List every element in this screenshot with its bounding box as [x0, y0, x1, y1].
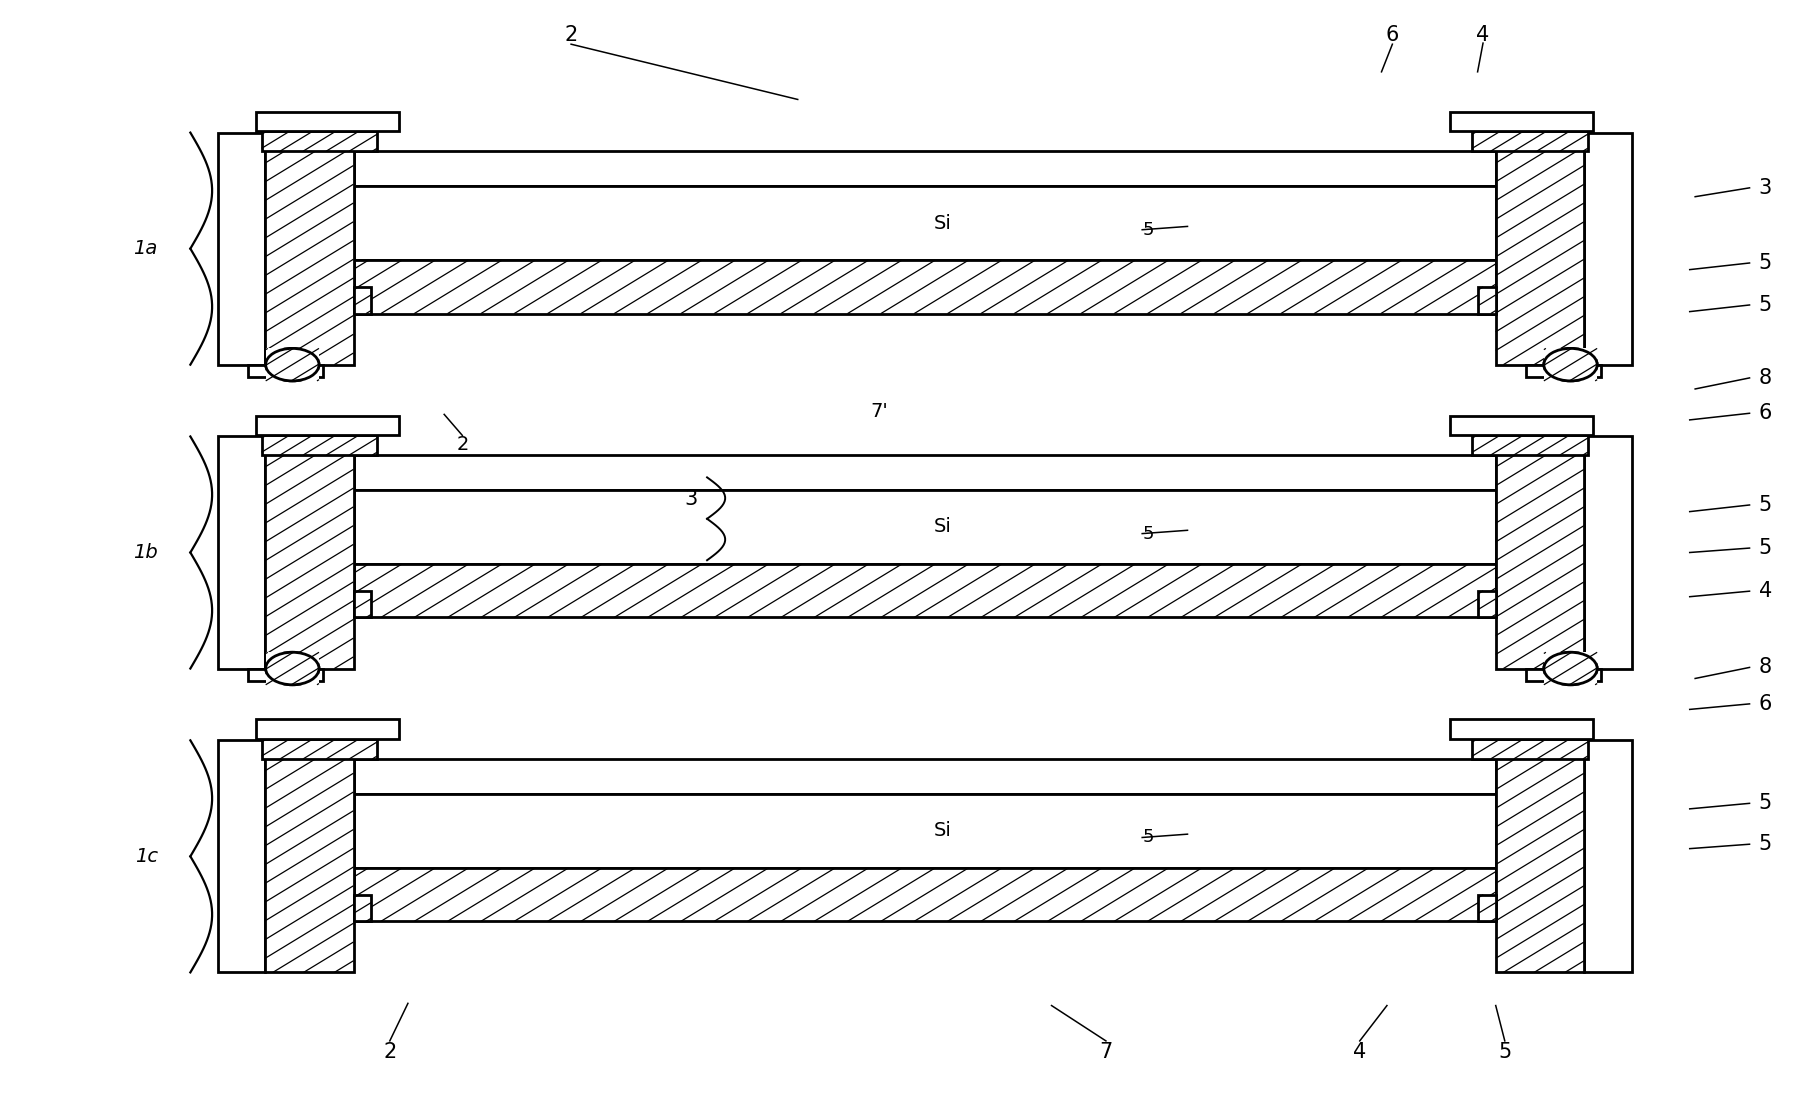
Bar — [354, 793, 1496, 869]
Bar — [354, 455, 1496, 490]
Bar — [1527, 365, 1601, 378]
Bar — [1472, 739, 1588, 759]
Text: 2: 2 — [383, 1042, 397, 1062]
Bar — [1496, 133, 1585, 365]
Bar — [1478, 591, 1496, 618]
Text: 5: 5 — [1759, 834, 1771, 854]
Text: 5: 5 — [1142, 525, 1153, 543]
Bar — [354, 759, 1496, 793]
Bar — [1585, 133, 1632, 365]
Bar — [1450, 719, 1594, 739]
Circle shape — [1545, 652, 1597, 685]
Bar — [354, 287, 372, 314]
Text: Si: Si — [934, 213, 952, 232]
Bar — [265, 436, 354, 669]
Bar — [354, 565, 1496, 618]
Text: Si: Si — [934, 821, 952, 840]
Bar — [248, 669, 323, 682]
Text: 6: 6 — [1385, 25, 1400, 45]
Text: 5: 5 — [1142, 829, 1153, 846]
Bar — [354, 895, 372, 922]
Bar — [1545, 348, 1597, 381]
Bar — [1527, 669, 1601, 682]
Text: 5: 5 — [1759, 295, 1771, 315]
Bar — [248, 365, 323, 378]
Bar — [1478, 287, 1496, 314]
Bar — [354, 151, 1496, 186]
Text: 1b: 1b — [132, 543, 158, 562]
Bar — [265, 740, 354, 972]
Bar — [261, 131, 377, 151]
Text: 4: 4 — [1759, 581, 1771, 601]
Text: 5: 5 — [1498, 1042, 1512, 1062]
Text: 6: 6 — [1759, 694, 1771, 714]
Bar — [354, 186, 1496, 260]
Bar — [1472, 131, 1588, 151]
Text: 5: 5 — [1142, 221, 1153, 239]
Text: 5: 5 — [1759, 253, 1771, 273]
Bar — [256, 415, 399, 435]
Bar — [267, 348, 319, 381]
Text: 7: 7 — [1099, 1042, 1113, 1062]
Text: 7': 7' — [870, 401, 888, 421]
Bar — [1585, 436, 1632, 669]
Circle shape — [267, 652, 319, 685]
Bar — [261, 435, 377, 455]
Text: 5: 5 — [1759, 793, 1771, 813]
Bar — [1585, 740, 1632, 972]
Circle shape — [267, 348, 319, 381]
Bar — [1496, 740, 1585, 972]
Text: 3: 3 — [1759, 178, 1771, 198]
Bar — [1450, 112, 1594, 131]
Bar — [354, 591, 372, 618]
Bar — [354, 869, 1496, 922]
Text: Si: Si — [934, 517, 952, 536]
Text: 3: 3 — [685, 490, 698, 509]
Bar — [1472, 435, 1588, 455]
Bar — [1496, 436, 1585, 669]
Bar — [1545, 652, 1597, 685]
Bar — [218, 133, 265, 365]
Bar — [1478, 895, 1496, 922]
Text: 4: 4 — [1352, 1042, 1367, 1062]
Text: 4: 4 — [1476, 25, 1490, 45]
Text: 2: 2 — [457, 434, 468, 454]
Bar — [267, 652, 319, 685]
Bar — [265, 133, 354, 365]
Bar — [218, 740, 265, 972]
Text: 2: 2 — [564, 25, 578, 45]
Bar — [261, 739, 377, 759]
Bar — [256, 112, 399, 131]
Bar — [256, 719, 399, 739]
Text: 8: 8 — [1759, 368, 1771, 388]
Text: 5: 5 — [1759, 538, 1771, 558]
Circle shape — [1545, 348, 1597, 381]
Text: 5: 5 — [1759, 495, 1771, 515]
Text: 6: 6 — [1759, 403, 1771, 423]
Text: 1a: 1a — [134, 239, 158, 259]
Bar — [218, 436, 265, 669]
Bar — [1450, 415, 1594, 435]
Text: 1c: 1c — [134, 846, 158, 866]
Text: 8: 8 — [1759, 657, 1771, 677]
Bar — [354, 260, 1496, 314]
Bar — [354, 490, 1496, 564]
